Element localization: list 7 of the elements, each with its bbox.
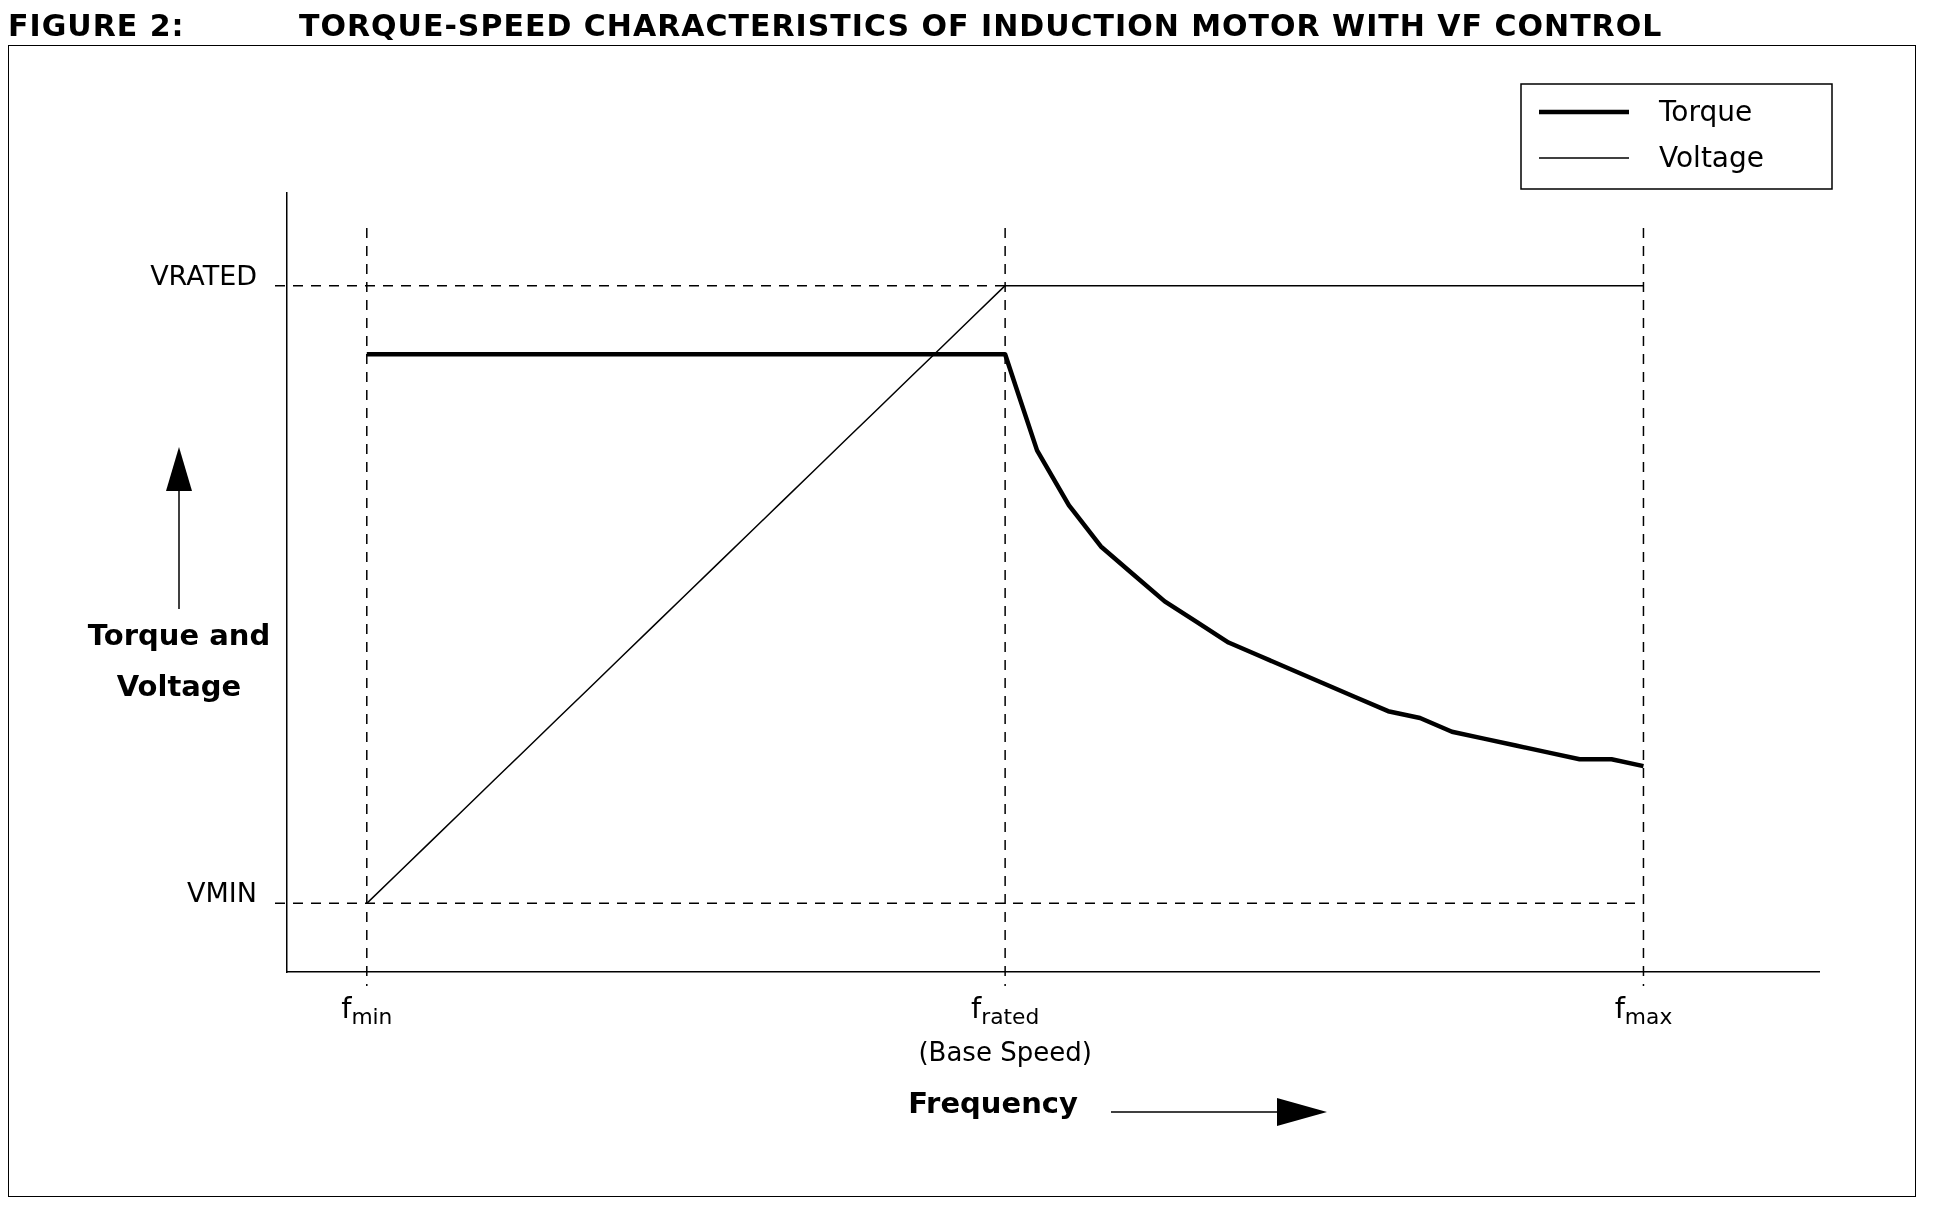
- legend-label: Torque: [1658, 95, 1753, 129]
- legend-label: Voltage: [1659, 141, 1765, 175]
- y-axis-title: Torque and Voltage: [87, 617, 271, 703]
- ref-line-label: VMIN: [187, 877, 258, 909]
- chart-title: FIGURE 2: TORQUE-SPEED CHARACTERISTICS OF INDUCTION MOTOR WITH VF CONTROL: [8, 8, 1664, 45]
- ref-line-label: VRATED: [150, 259, 258, 291]
- x-axis-title: Frequency: [908, 1085, 1078, 1120]
